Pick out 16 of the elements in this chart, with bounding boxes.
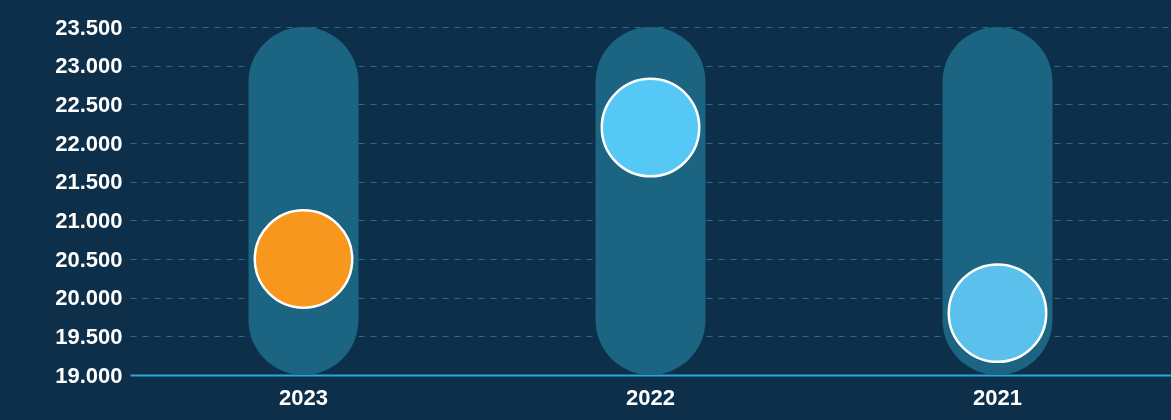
y-tick-label: 19.500 [55, 323, 123, 349]
y-tick-label: 23.500 [55, 14, 123, 40]
y-tick-label: 22.500 [55, 91, 123, 117]
y-tick-label: 20.500 [55, 246, 123, 272]
y-tick-label: 20.000 [55, 285, 123, 311]
y-tick-label: 23.000 [55, 53, 123, 79]
point [600, 77, 701, 178]
x-tick-label: 2021 [973, 384, 1022, 410]
point [947, 263, 1048, 364]
y-tick-label: 19.000 [55, 362, 123, 388]
x-tick-label: 2023 [279, 384, 328, 410]
y-tick-label: 22.000 [55, 130, 123, 156]
y-tick-label: 21.500 [55, 169, 123, 195]
point [253, 209, 354, 309]
x-tick-label: 2022 [626, 384, 675, 410]
y-tick-label: 21.000 [55, 207, 123, 233]
